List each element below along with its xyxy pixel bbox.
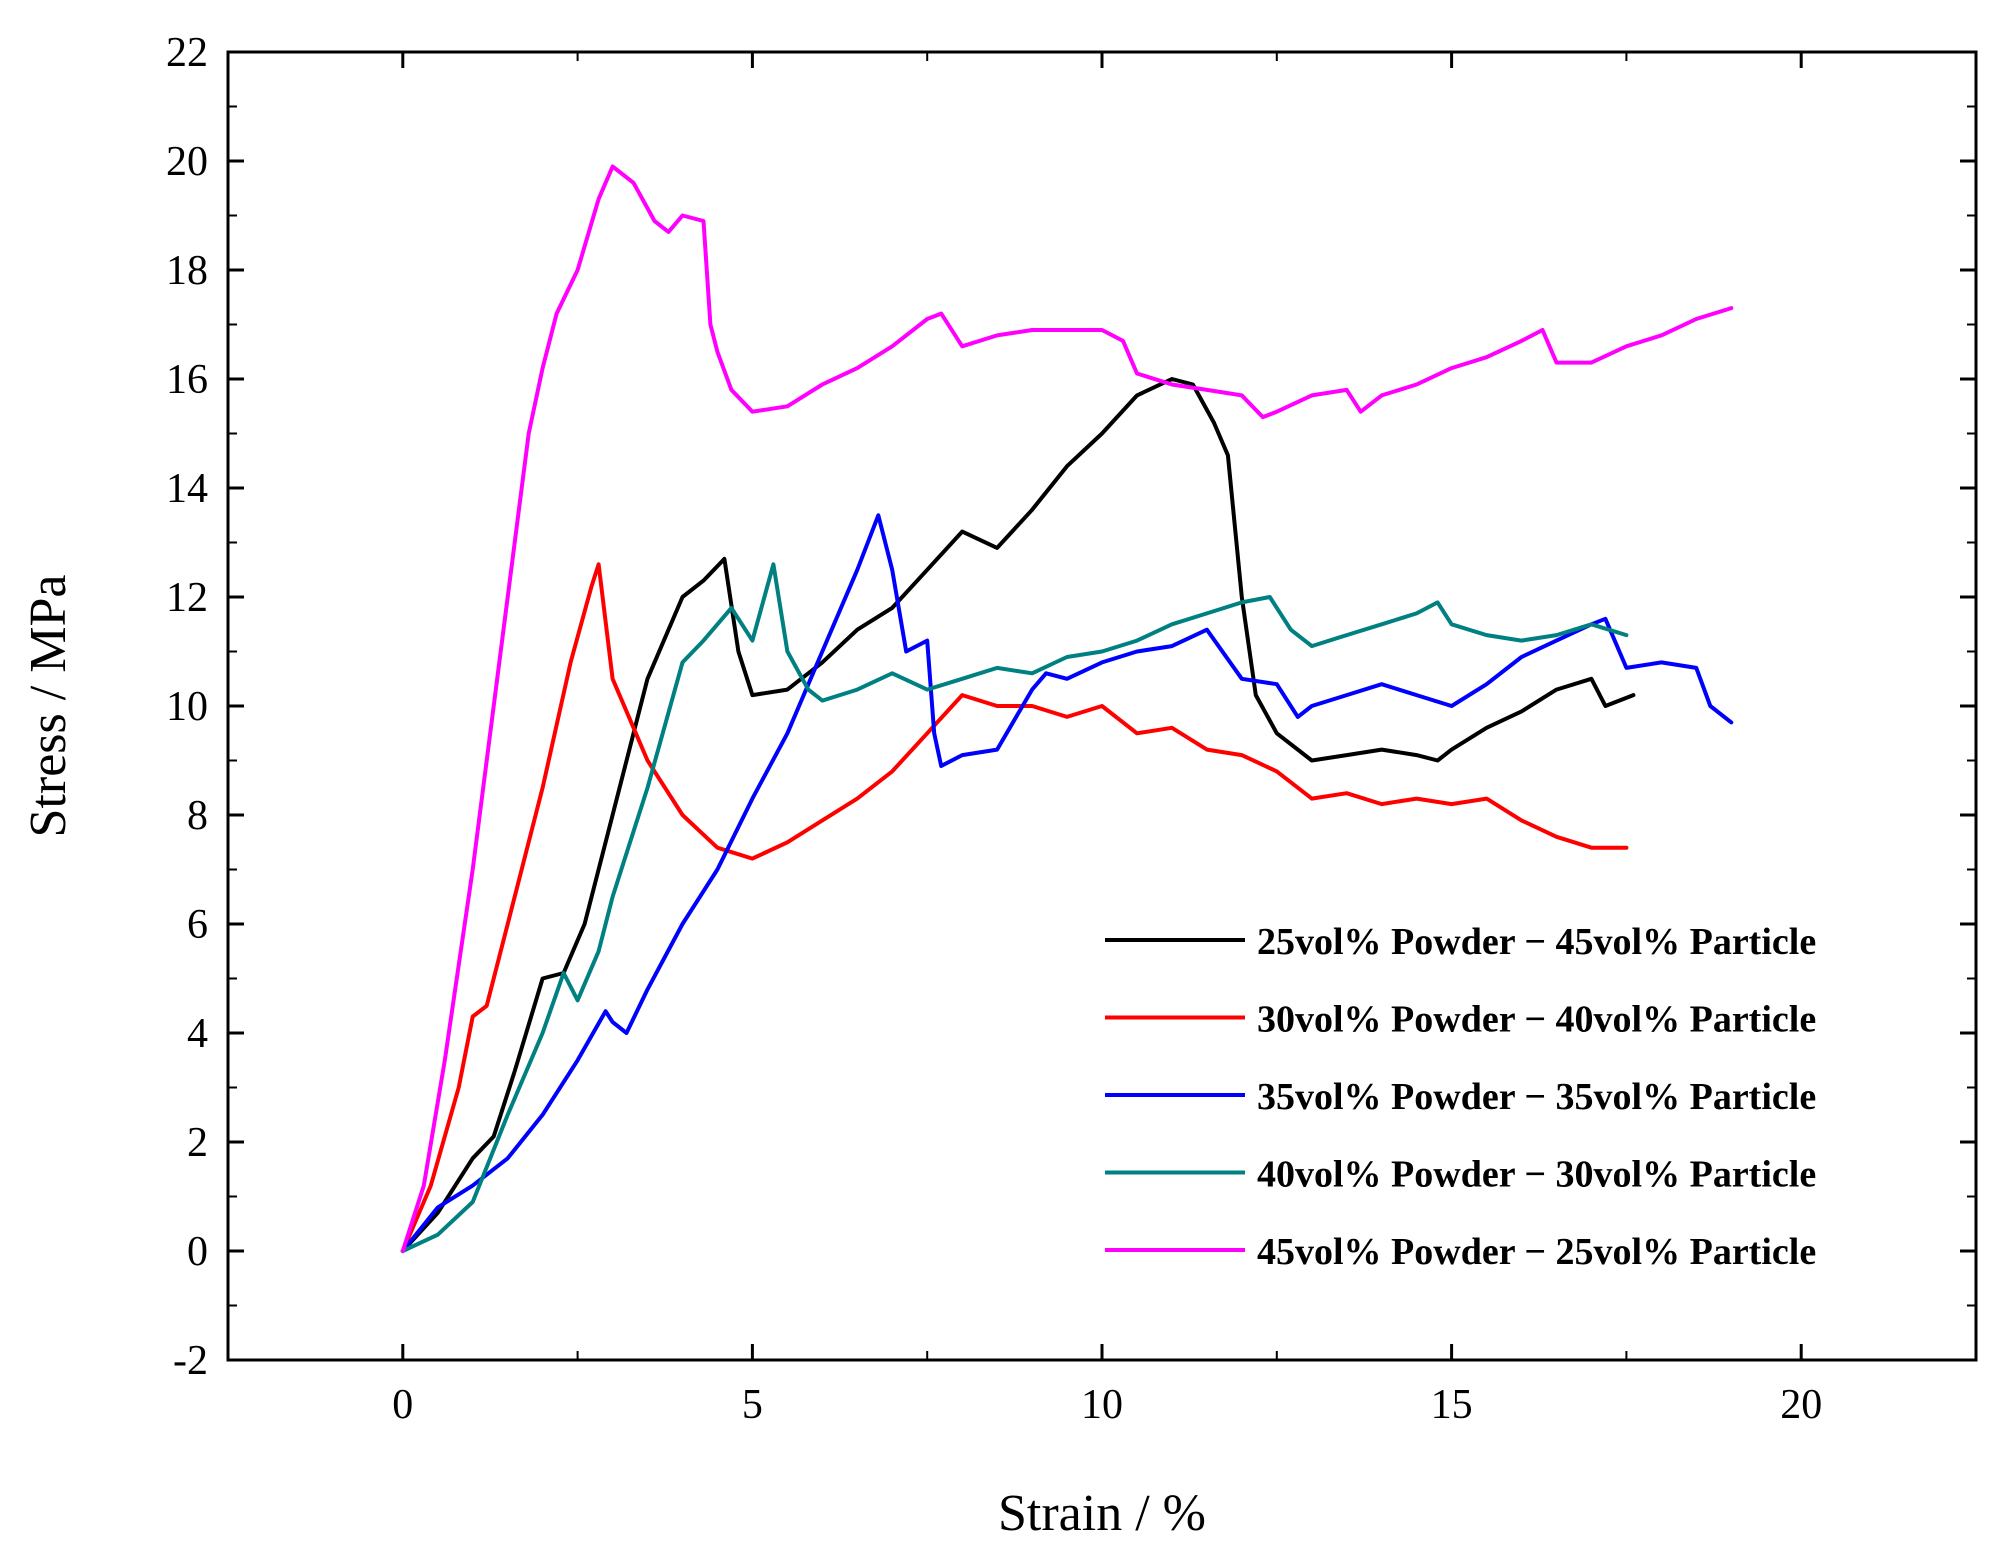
y-tick-label: 12 [166,575,208,621]
x-tick-label: 5 [742,1382,763,1428]
y-tick-label: 6 [187,902,208,948]
y-tick-label: 22 [166,30,208,76]
axis-layer: -2 0 2 4 6 8 10 12 14 16 18 20 22 0 5 10 15 20 [166,30,1977,1428]
legend: 25vol% Powder − 45vol% Particle 30vol% Po… [1105,921,1816,1273]
y-tick-label: 20 [166,139,208,185]
y-axis-title: Stress / MPa [20,575,77,838]
legend-label-1: 25vol% Powder − 45vol% Particle [1257,921,1816,963]
y-tick-label: 14 [166,466,208,512]
y-tick-label: 4 [187,1011,208,1057]
y-tick-label: 18 [166,248,208,294]
x-tick-label: 10 [1081,1382,1123,1428]
series-line-3 [400,513,1734,1253]
legend-label-3: 35vol% Powder − 35vol% Particle [1257,1076,1816,1118]
y-tick-label: 2 [187,1120,208,1166]
legend-label-4: 40vol% Powder − 30vol% Particle [1257,1154,1816,1196]
series-layer [400,164,1734,1253]
legend-label-5: 45vol% Powder − 25vol% Particle [1257,1231,1816,1273]
x-tick-label: 15 [1431,1382,1473,1428]
x-tick-label: 0 [392,1382,413,1428]
series-line-2 [400,562,1629,1253]
y-tick-label: 10 [166,684,208,730]
y-tick-label: 8 [187,793,208,839]
x-tick-label: 20 [1780,1382,1822,1428]
y-tick-label: 16 [166,357,208,403]
x-axis-title: Strain / % [998,1485,1206,1542]
y-tick-label: -2 [173,1338,208,1384]
y-tick-label: 0 [187,1229,208,1275]
series-line-1 [400,377,1636,1253]
series-line-4 [400,562,1629,1253]
legend-label-2: 30vol% Powder − 40vol% Particle [1257,999,1816,1041]
series-line-5 [400,164,1734,1253]
